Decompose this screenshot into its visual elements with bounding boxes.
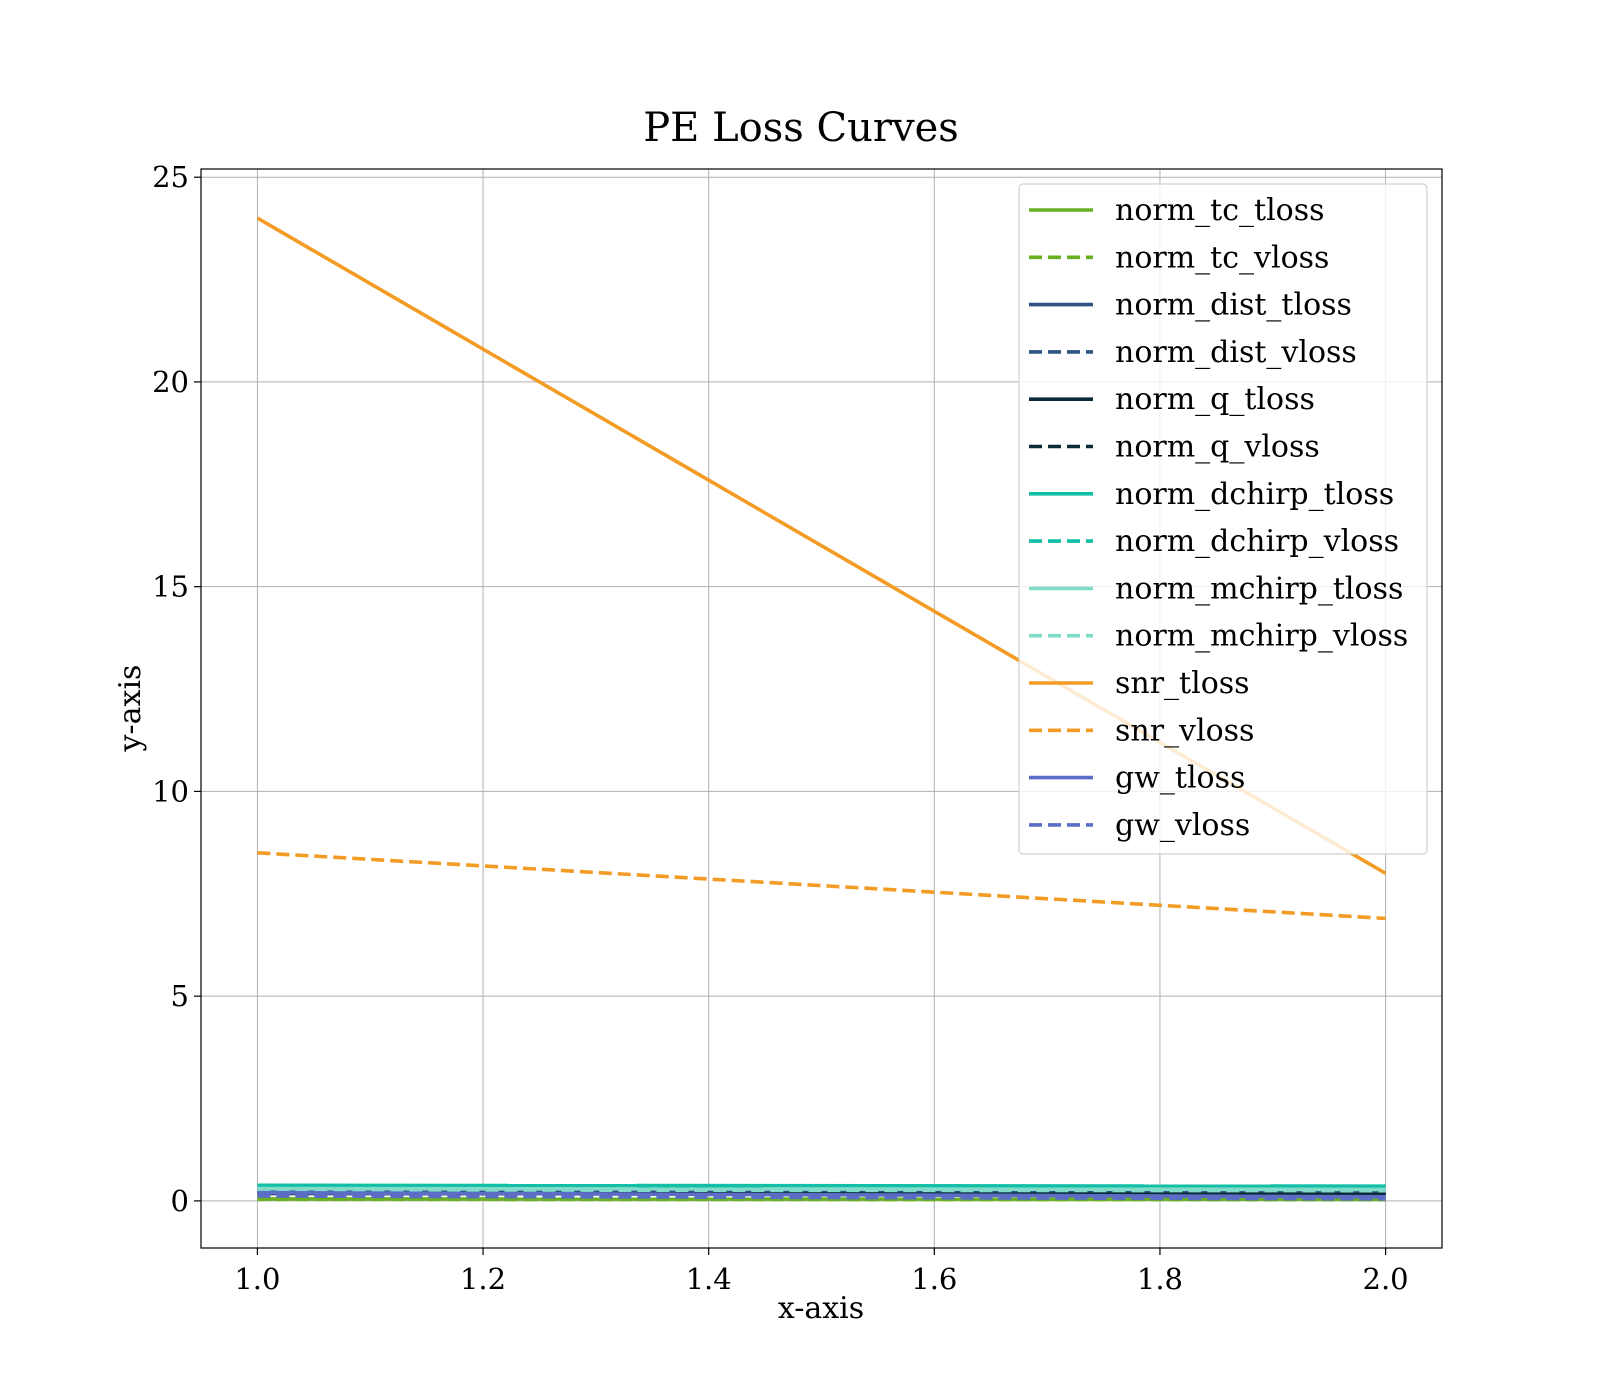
series-line-gw-vloss: [257, 1194, 1386, 1201]
y-tick-label: 15: [152, 570, 189, 604]
x-tick-label: 1.4: [686, 1262, 732, 1296]
legend-label: gw_vloss: [1115, 808, 1250, 843]
series-line-gw-tloss: [257, 1190, 1386, 1199]
x-tick-label: 1.2: [460, 1262, 506, 1296]
x-tick-label: 1.6: [911, 1262, 957, 1296]
legend-label: norm_dchirp_vloss: [1115, 524, 1399, 559]
legend-label: norm_dist_tloss: [1115, 288, 1352, 323]
series-group: [256, 216, 1387, 1202]
series-line-snr-vloss: [257, 851, 1386, 921]
series-line-norm-mchirp-vloss: [257, 1188, 1386, 1193]
legend-label: norm_dist_vloss: [1115, 335, 1357, 370]
legend-box: [1018, 183, 1428, 855]
x-tick-label: 1.0: [234, 1262, 280, 1296]
y-axis-label: y-axis: [113, 665, 148, 753]
chart-title: PE Loss Curves: [643, 105, 959, 151]
legend-label: norm_mchirp_vloss: [1115, 619, 1408, 654]
legend-label: snr_vloss: [1115, 713, 1254, 748]
legend-label: snr_tloss: [1115, 666, 1250, 701]
x-tick-label: 1.8: [1137, 1262, 1183, 1296]
y-tick-label: 0: [171, 1184, 189, 1218]
y-tick-label: 25: [152, 160, 189, 194]
x-axis-ticks: 1.0 1.2 1.4 1.6 1.8 2.0: [234, 1248, 1409, 1296]
x-axis-label: x-axis: [778, 1291, 864, 1326]
legend-label: norm_dchirp_tloss: [1115, 477, 1394, 512]
y-tick-label: 5: [171, 979, 189, 1013]
legend-label: norm_tc_vloss: [1115, 240, 1329, 275]
y-tick-label: 20: [152, 365, 189, 399]
legend-label: norm_q_vloss: [1115, 430, 1320, 465]
series-line-norm-dchirp-tloss: [257, 1183, 1386, 1188]
y-axis-ticks: 0 5 10 15 20 25: [152, 160, 201, 1218]
legend-label: gw_tloss: [1115, 761, 1245, 796]
x-tick-label: 2.0: [1363, 1262, 1409, 1296]
y-tick-label: 10: [152, 774, 189, 808]
legend-label: norm_mchirp_tloss: [1115, 571, 1403, 606]
legend: norm_tc_tloss norm_tc_vloss norm_dist_tlos…: [1018, 183, 1428, 855]
legend-label: norm_tc_tloss: [1115, 193, 1325, 228]
plot-frame: [200, 168, 1443, 1249]
legend-label: norm_q_tloss: [1115, 382, 1315, 417]
